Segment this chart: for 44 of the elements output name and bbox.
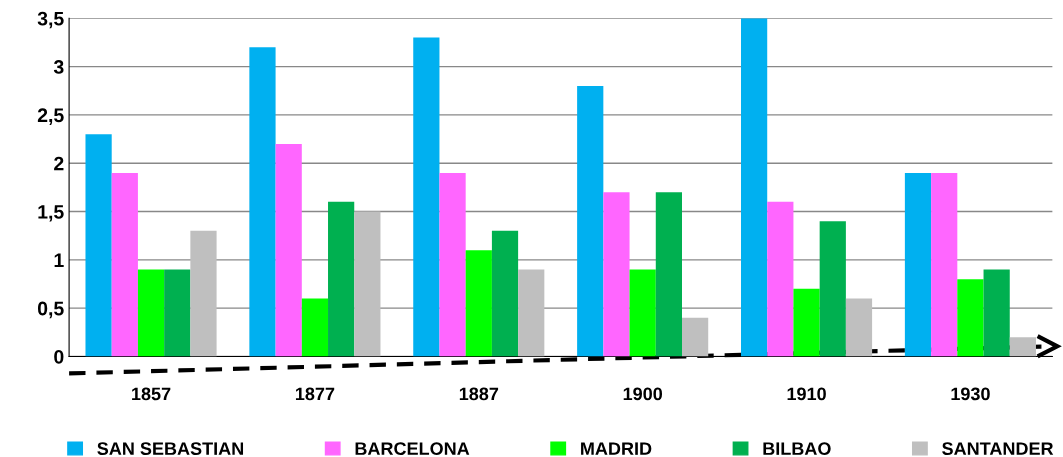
y-tick-label: 1 — [54, 253, 64, 267]
bar — [767, 201, 794, 357]
legend-label: SAN SEBASTIAN — [97, 442, 244, 455]
y-tick-label: 2 — [54, 156, 64, 171]
x-tick-label: 1900 — [623, 387, 663, 401]
legend-label: MADRID — [581, 442, 652, 455]
bar — [983, 269, 1010, 357]
bar — [111, 172, 138, 357]
x-tick-label: 1910 — [787, 387, 826, 401]
legend-label: BILBAO — [763, 442, 831, 455]
bar — [518, 269, 545, 357]
x-tick-label: 1877 — [295, 387, 335, 401]
bar — [655, 192, 682, 357]
bar — [819, 221, 846, 357]
bar — [328, 201, 355, 357]
bar — [249, 47, 276, 357]
y-tick-label: 3,5 — [37, 11, 64, 29]
bar — [164, 269, 191, 357]
bar — [741, 18, 768, 357]
bar — [85, 134, 112, 357]
bar — [491, 230, 519, 357]
bar — [957, 279, 984, 357]
bar — [439, 172, 466, 357]
bar — [301, 298, 329, 357]
bar — [904, 172, 932, 357]
bar — [682, 317, 709, 357]
y-tick-label: 2,5 — [37, 108, 64, 125]
bar — [190, 230, 217, 357]
y-tick-label: 1,5 — [38, 205, 64, 222]
bar — [275, 143, 302, 357]
y-tick-label: 3 — [53, 60, 64, 74]
legend-label: SANTANDER — [942, 442, 1054, 455]
x-tick-label: 1930 — [951, 387, 990, 401]
bar — [845, 298, 873, 357]
bar — [793, 288, 820, 357]
bar — [413, 37, 440, 357]
bar — [354, 211, 381, 357]
bar — [137, 269, 165, 357]
y-tick-label: 0,5 — [37, 301, 64, 319]
x-tick-label: 1887 — [459, 387, 499, 401]
x-tick-label: 1857 — [132, 387, 171, 401]
legend-label: BARCELONA — [355, 442, 470, 455]
bar — [931, 172, 958, 357]
y-tick-label: 0 — [54, 349, 64, 364]
